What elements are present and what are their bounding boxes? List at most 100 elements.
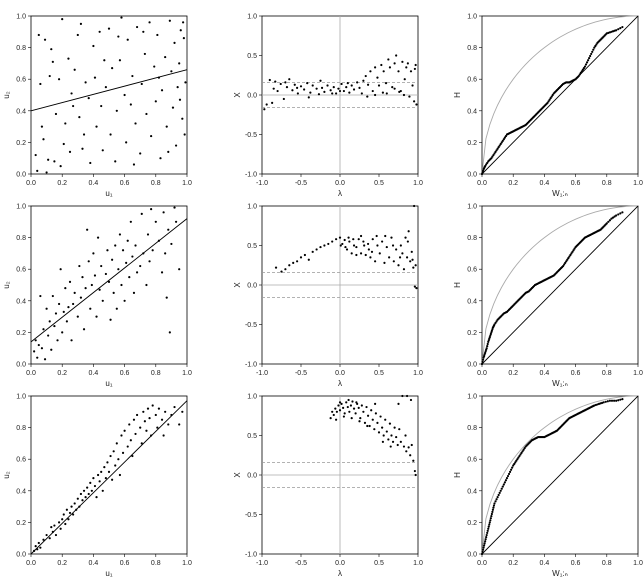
data-point — [272, 87, 275, 90]
data-point — [164, 252, 167, 255]
data-point — [392, 260, 395, 263]
curve-point — [565, 260, 568, 263]
data-point — [50, 526, 53, 529]
data-point — [337, 404, 340, 407]
data-point — [162, 434, 165, 437]
data-point — [303, 88, 306, 91]
data-point — [401, 394, 404, 398]
x-tick-label: 0.0 — [26, 370, 36, 377]
data-point — [355, 245, 358, 249]
data-point — [343, 238, 346, 242]
x-tick-label: 0.2 — [508, 180, 518, 187]
data-point — [146, 233, 150, 236]
data-point — [48, 74, 51, 78]
data-point — [406, 240, 409, 243]
data-point — [82, 489, 86, 492]
data-point — [315, 248, 318, 251]
data-point — [92, 477, 95, 480]
data-point — [100, 264, 103, 268]
curve-point — [585, 61, 589, 64]
data-point — [62, 310, 65, 313]
data-point — [303, 253, 306, 257]
x-tick-label: -0.5 — [295, 370, 307, 377]
plot-frame — [481, 15, 639, 175]
data-point — [34, 339, 37, 342]
data-point — [165, 125, 168, 128]
x-tick-label: 0.5 — [374, 370, 384, 377]
data-point — [399, 440, 402, 443]
x-tick-label: 0.6 — [120, 560, 130, 567]
data-point — [345, 86, 348, 89]
data-point — [390, 236, 393, 239]
data-point — [107, 280, 111, 283]
data-point — [39, 546, 42, 549]
curve-point — [571, 250, 574, 253]
y-tick-label: 1.0 — [247, 204, 257, 211]
data-point — [355, 253, 358, 257]
x-axis-label: λ — [338, 189, 342, 198]
x-axis-label: W₁:ₙ — [552, 379, 568, 388]
data-point — [125, 261, 128, 264]
curve-point — [496, 496, 499, 499]
x-axis-label: u₁ — [105, 379, 112, 388]
data-point — [401, 252, 404, 255]
data-point — [53, 524, 56, 527]
data-point — [390, 434, 393, 437]
data-point — [415, 103, 418, 106]
curve-point — [493, 502, 496, 505]
data-point — [115, 109, 118, 112]
data-point — [406, 62, 409, 65]
curve-point — [486, 161, 489, 165]
data-point — [276, 89, 279, 93]
curve-point — [501, 139, 504, 142]
data-point — [396, 443, 399, 447]
data-point — [356, 81, 359, 84]
data-point — [160, 89, 164, 92]
curve-point — [485, 163, 488, 166]
data-point — [106, 461, 109, 464]
data-point — [61, 18, 64, 21]
data-point — [57, 302, 61, 306]
curve-point — [490, 514, 493, 518]
y-tick-label: 0.2 — [467, 520, 477, 527]
data-point — [407, 230, 410, 233]
data-point — [263, 108, 266, 111]
x-tick-label: 0.4 — [89, 560, 99, 567]
x-tick-label: 0.8 — [151, 370, 161, 377]
data-point — [84, 496, 87, 499]
data-point — [120, 16, 123, 19]
y-tick-label: 0.8 — [467, 425, 477, 432]
curve-point — [504, 479, 508, 482]
data-point — [140, 212, 143, 215]
chart-panel-row3-col1: 0.0 0.2 0.4 0.6 0.8 1.0 0.0 0.2 0.4 0.6 0.8 1.0 u₁ u₂ — [2, 394, 192, 579]
data-point — [128, 276, 131, 279]
data-point — [65, 508, 68, 511]
curve-point — [485, 347, 488, 350]
data-point — [117, 268, 120, 271]
y-tick-label: 0.8 — [16, 235, 26, 242]
data-point — [47, 158, 50, 161]
data-point — [311, 84, 314, 87]
data-point — [126, 38, 129, 41]
curve-point — [551, 93, 554, 97]
data-point — [148, 417, 151, 420]
data-point — [382, 70, 385, 73]
curve-point — [577, 74, 580, 78]
data-point — [366, 95, 369, 98]
curve-point — [486, 344, 489, 348]
curve-point — [549, 97, 552, 100]
y-tick-label: 0.2 — [467, 330, 477, 337]
curve-point — [592, 48, 595, 51]
data-point — [279, 82, 282, 86]
x-tick-label: 0.8 — [602, 560, 612, 567]
data-point — [72, 104, 75, 108]
data-point — [181, 117, 184, 120]
plot-frame — [481, 205, 639, 365]
data-point — [142, 410, 145, 413]
data-point — [56, 339, 59, 342]
data-point — [73, 502, 76, 505]
curve-point — [548, 98, 551, 101]
x-tick-label: 0.4 — [89, 180, 99, 187]
data-point — [329, 89, 332, 92]
x-tick-label: 0.8 — [151, 180, 161, 187]
